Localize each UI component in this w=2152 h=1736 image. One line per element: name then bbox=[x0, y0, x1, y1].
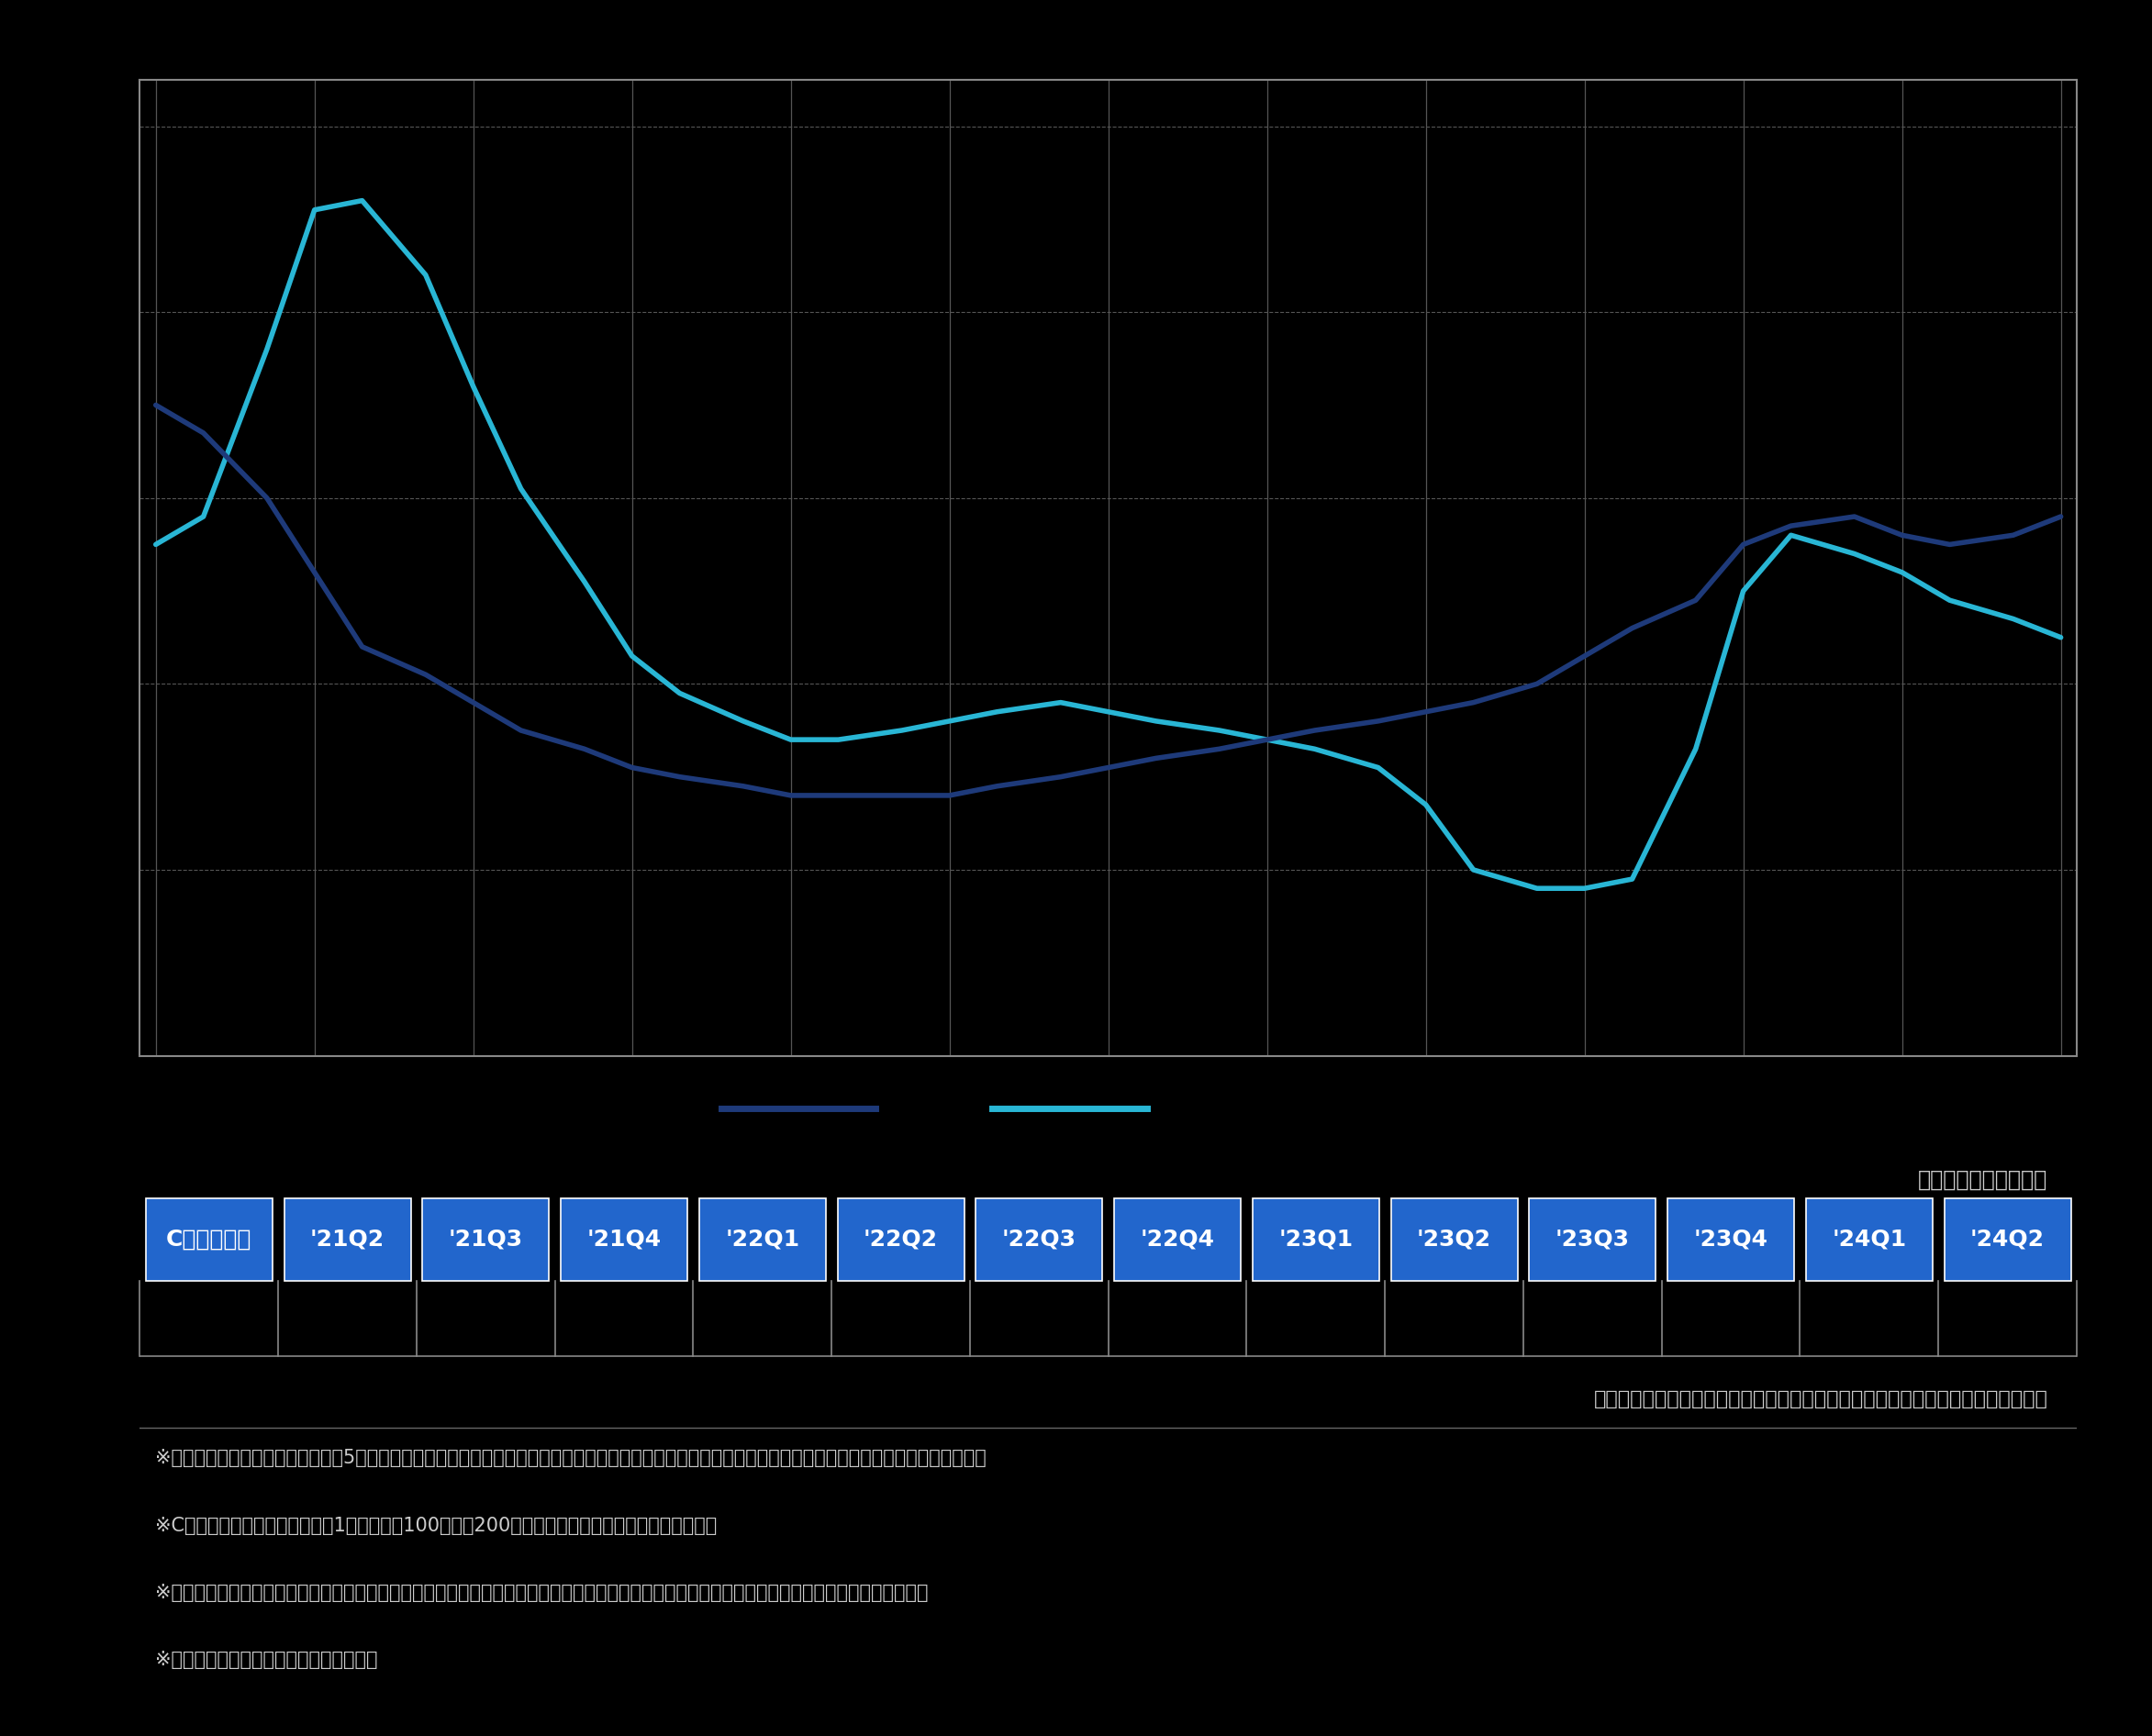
Text: '22Q3: '22Q3 bbox=[1003, 1229, 1076, 1250]
Text: '23Q4: '23Q4 bbox=[1694, 1229, 1769, 1250]
Bar bbox=[1115, 1198, 1242, 1281]
Bar bbox=[699, 1198, 826, 1281]
Text: （賌料：共益費除く）: （賌料：共益費除く） bbox=[1917, 1168, 2047, 1191]
Bar bbox=[422, 1198, 549, 1281]
Text: ※東　京　都　心　部　：東京都心5区主要オフィス街および周辺区オフィス集積地域（「五反田・大崎」「北品川・東品川」「湯島・本郷・後楽」「目黑区）: ※東 京 都 心 部 ：東京都心5区主要オフィス街および周辺区オフィス集積地域（… bbox=[155, 1450, 986, 1467]
Text: '23Q2: '23Q2 bbox=[1416, 1229, 1491, 1250]
Text: '24Q1: '24Q1 bbox=[1831, 1229, 1907, 1250]
Text: '21Q2: '21Q2 bbox=[310, 1229, 385, 1250]
Text: ※空　　　室　　　率　：各四半期末時点: ※空 室 率 ：各四半期末時点 bbox=[155, 1651, 379, 1670]
Bar bbox=[146, 1198, 273, 1281]
Text: '23Q1: '23Q1 bbox=[1278, 1229, 1354, 1250]
Bar bbox=[1668, 1198, 1795, 1281]
Text: '22Q2: '22Q2 bbox=[863, 1229, 938, 1250]
Bar bbox=[975, 1198, 1102, 1281]
Bar bbox=[1390, 1198, 1517, 1281]
Bar bbox=[284, 1198, 411, 1281]
Bar bbox=[1943, 1198, 2070, 1281]
Bar bbox=[1252, 1198, 1379, 1281]
Text: 【出所】賌料：三幸エステート・ニッセイ基礎研究所　　空室率：三幸エステート: 【出所】賌料：三幸エステート・ニッセイ基礎研究所 空室率：三幸エステート bbox=[1592, 1391, 2047, 1408]
Bar bbox=[837, 1198, 964, 1281]
Text: '24Q2: '24Q2 bbox=[1971, 1229, 2044, 1250]
Text: '21Q3: '21Q3 bbox=[448, 1229, 523, 1250]
Text: Cクラスビル: Cクラスビル bbox=[166, 1229, 252, 1250]
Text: '21Q4: '21Q4 bbox=[587, 1229, 661, 1250]
Bar bbox=[1806, 1198, 1932, 1281]
Bar bbox=[1530, 1198, 1655, 1281]
Text: '23Q3: '23Q3 bbox=[1556, 1229, 1629, 1250]
Bar bbox=[562, 1198, 686, 1281]
Text: '22Q1: '22Q1 bbox=[725, 1229, 801, 1250]
Text: ※賌　　　　　　　　　　　料　：三幸エステートとニッセイ基礎研究所が共同で開発した成約賌料に基づくオフィスマーケット指標（共益費除く）: ※賌 料 ：三幸エステートとニッセイ基礎研究所が共同で開発した成約賌料に基づくオ… bbox=[155, 1583, 928, 1602]
Text: ※C　ク　ラ　ス　ビ　ル　：、1フロア面積100坊以上200坊未満のビル（築年数による制限なし）: ※C ク ラ ス ビ ル ：、1フロア面積100坊以上200坊未満のビル（築年数… bbox=[155, 1516, 717, 1535]
Text: '22Q4: '22Q4 bbox=[1141, 1229, 1214, 1250]
